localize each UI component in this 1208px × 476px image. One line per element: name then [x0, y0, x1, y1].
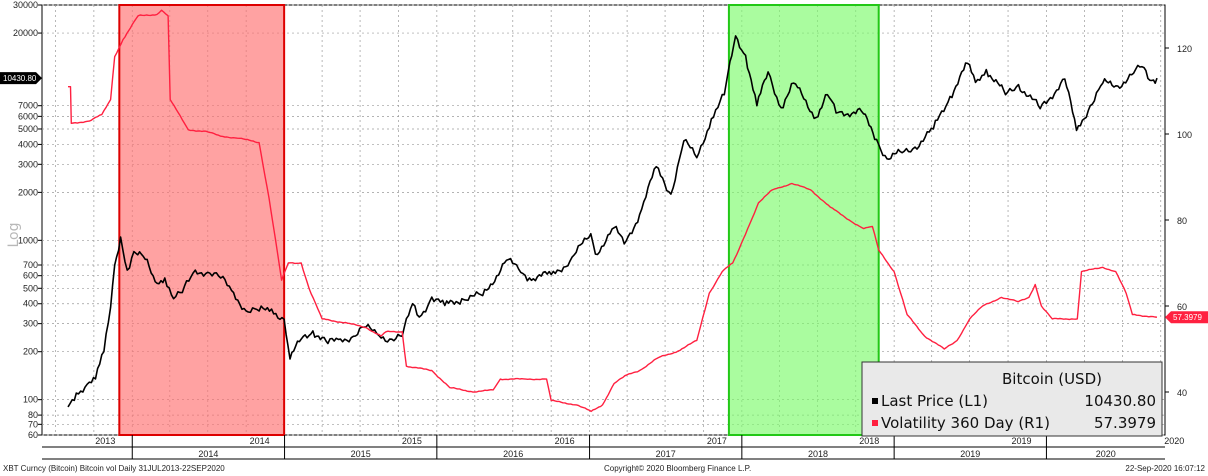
- left-tick-label: 4000: [18, 139, 38, 149]
- right-tick-label: 40: [1177, 388, 1187, 398]
- x-minor-label: 2019: [1011, 436, 1031, 446]
- right-tick-label: 60: [1177, 302, 1187, 312]
- right-tick-label: 120: [1177, 44, 1192, 54]
- left-tick-label: 1000: [18, 235, 38, 245]
- left-tick-label: 70: [28, 419, 38, 429]
- left-tick-label: 6000: [18, 111, 38, 121]
- volatility-last-value-tag: [1165, 311, 1208, 324]
- left-tick-label: 60: [28, 430, 38, 440]
- highlight-regions: [118, 4, 880, 436]
- x-major-label: 2019: [960, 449, 980, 459]
- x-minor-label: 2020: [1164, 436, 1184, 446]
- left-tick-label: 400: [23, 299, 38, 309]
- left-tick-label: 300: [23, 319, 38, 329]
- left-tick-label: 80: [28, 410, 38, 420]
- legend-title: Bitcoin (USD): [1002, 370, 1102, 388]
- legend-box: [861, 361, 1163, 437]
- left-tick-label: 600: [23, 271, 38, 281]
- highlight-region-1: [118, 4, 286, 436]
- x-major-label: 2020: [1096, 449, 1116, 459]
- right-tick-label: 100: [1177, 130, 1192, 140]
- axes: 6070801002003004005006007001000200030004…: [0, 0, 1208, 460]
- x-major-label: 2016: [503, 449, 523, 459]
- left-tick-label: 3000: [18, 159, 38, 169]
- legend-entry-label: Last Price (L1): [881, 392, 988, 410]
- x-minor-label: 2017: [707, 436, 727, 446]
- y-axis-label: Log: [6, 222, 22, 247]
- volatility-last-value-label: 57.3979: [1173, 313, 1202, 322]
- price-last-value-label: 10430.80: [3, 74, 37, 83]
- footer: XBT Curncy (Bitcoin) Bitcoin vol Daily 3…: [3, 464, 1206, 473]
- x-major-label: 2017: [656, 449, 676, 459]
- legend-entry-label: Volatility 360 Day (R1): [881, 414, 1050, 432]
- left-tick-label: 700: [23, 260, 38, 270]
- legend-swatch: [872, 420, 878, 426]
- legend-entry-value: 57.3979: [1094, 414, 1156, 432]
- left-tick-label: 5000: [18, 124, 38, 134]
- volatility-line: [68, 9, 1158, 413]
- left-tick-label: 30000: [13, 0, 38, 10]
- left-tick-label: 200: [23, 347, 38, 357]
- footer-center: Copyright© 2020 Bloomberg Finance L.P.: [604, 464, 751, 473]
- price-last-value-tag: [0, 72, 42, 85]
- left-tick-label: 100: [23, 395, 38, 405]
- x-minor-label: 2014: [250, 436, 270, 446]
- right-tick-label: 80: [1177, 216, 1187, 226]
- series-lines: [67, 9, 1158, 413]
- legend-swatch: [872, 398, 878, 404]
- x-minor-label: 2013: [95, 436, 115, 446]
- left-tick-label: 2000: [18, 187, 38, 197]
- left-tick-label: 7000: [18, 101, 38, 111]
- x-minor-label: 2015: [402, 436, 422, 446]
- left-tick-label: 20000: [13, 28, 38, 38]
- footer-left: XBT Curncy (Bitcoin) Bitcoin vol Daily 3…: [3, 464, 225, 473]
- x-major-label: 2018: [808, 449, 828, 459]
- left-tick-label: 500: [23, 283, 38, 293]
- legend: Bitcoin (USD) Last Price (L1) 10430.80 Vola…: [861, 361, 1163, 437]
- x-major-label: 2014: [198, 449, 218, 459]
- x-major-label: 2015: [351, 449, 371, 459]
- footer-right: 22-Sep-2020 16:07:12: [1125, 464, 1205, 473]
- legend-entry-value: 10430.80: [1084, 392, 1156, 410]
- highlight-region-2: [727, 4, 880, 436]
- x-minor-label: 2018: [859, 436, 879, 446]
- price-line: [67, 35, 1158, 408]
- x-minor-label: 2016: [555, 436, 575, 446]
